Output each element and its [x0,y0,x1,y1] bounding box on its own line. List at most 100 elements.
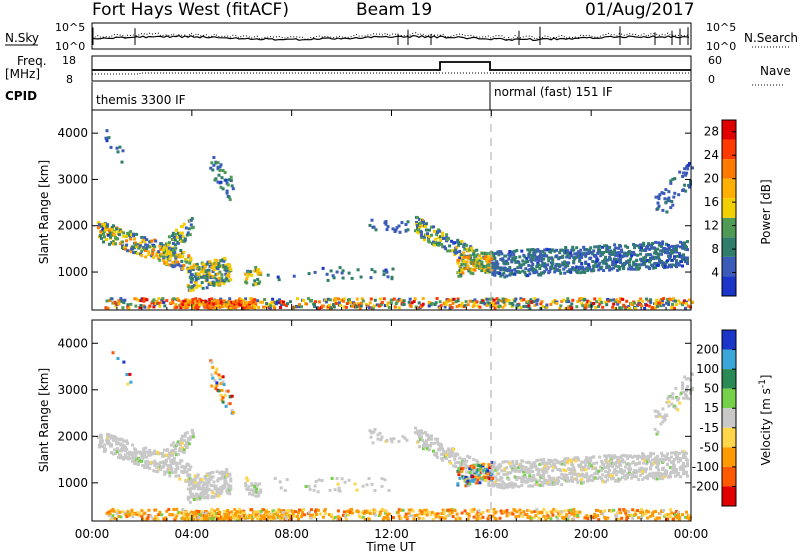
power-cell [97,226,100,230]
power-cell [637,244,641,248]
velocity-cell [232,513,235,517]
velocity-cell [654,414,658,418]
velocity-cell [194,515,198,519]
power-cell [661,261,665,265]
power-cell [167,246,171,250]
power-cell [673,177,677,181]
velocity-cell [467,512,471,516]
velocity-cell [667,395,671,398]
power-cell [257,271,261,275]
power-cell [611,260,615,264]
velocity-cell [478,476,482,480]
velocity-cell [313,515,316,519]
power-cell [471,249,475,253]
power-cell [341,276,345,280]
velocity-cell [596,509,600,513]
velocity-cell [211,475,215,479]
velocity-cell [178,443,182,447]
velocity-cell [564,457,568,461]
power-cell [223,256,227,260]
velocity-cell [454,454,458,458]
power-cell [519,266,523,269]
power-cell [637,299,641,303]
velocity-cell [519,511,523,515]
power-cell [227,271,231,275]
velocity-cell [521,475,525,479]
velocity-cell [120,455,124,459]
velocity-cell [171,471,175,474]
velocity-cell [437,514,441,518]
power-cell [398,230,402,234]
power-cell [334,301,338,305]
power-cell [393,305,397,309]
power-cell [180,300,184,304]
power-cell [455,245,459,249]
power-cell [143,236,147,240]
velocity-cell [254,482,258,486]
power-cell [188,289,192,293]
velocity-cell [422,508,426,512]
power-cell [302,299,305,302]
velocity-cell [210,508,214,511]
power-cell [448,244,452,248]
velocity-cell [515,459,519,463]
power-cell [217,173,221,177]
power-cell [558,265,562,269]
power-cell [436,241,440,245]
velocity-cell [471,475,475,479]
velocity-cell [523,474,527,477]
velocity-cell [118,449,122,453]
velocity-cell [449,461,453,465]
velocity-cell [397,514,401,518]
power-cell [672,195,676,199]
power-cell [566,270,570,273]
velocity-cell [203,475,207,479]
velocity-cell [231,411,235,415]
power-cell [423,238,426,242]
power-cell [247,270,251,274]
velocity-cell [474,475,478,479]
velocity-cell [636,469,640,473]
power-cell [147,253,151,256]
power-cell [189,265,193,269]
power-cell [464,267,468,271]
velocity-cell [548,461,552,465]
velocity-cell [115,440,119,444]
power-cell [438,229,442,233]
velocity-cell [652,476,656,480]
power-cell [645,297,649,301]
velocity-cell [361,484,365,488]
velocity-cell [544,464,548,468]
velocity-cell [206,517,210,521]
power-cell [571,298,575,302]
power-cell [554,264,558,268]
power-cell [171,248,175,252]
velocity-cell [430,434,433,438]
power-cell [547,259,551,263]
power-cell [191,300,195,304]
velocity-cell [143,455,147,459]
power-cell [478,262,482,266]
velocity-cell [615,478,619,482]
velocity-cell [483,476,487,479]
power-cell [457,241,461,244]
power-cell [556,268,560,272]
velocity-cell [247,485,251,489]
velocity-cell [669,515,673,519]
velocity-cell [570,475,574,479]
power-cell [460,253,464,257]
power-cell [404,229,408,233]
power-cell [581,265,585,269]
power-cell [397,306,401,310]
velocity-cell [194,485,198,489]
velocity-cell [380,507,384,511]
velocity-cell [527,484,531,488]
power-cell [368,301,372,305]
velocity-cell [521,514,525,518]
power-cell [628,263,632,267]
velocity-cell [580,481,584,485]
power-cell [521,259,525,263]
power-cell [198,284,202,288]
velocity-cell [640,507,644,511]
velocity-cell [629,467,633,471]
